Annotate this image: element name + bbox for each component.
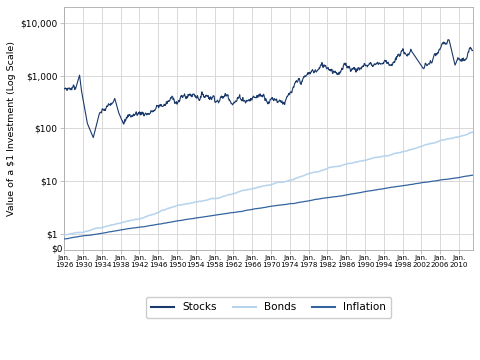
Text: $0: $0 xyxy=(51,245,62,254)
Legend: Stocks, Bonds, Inflation: Stocks, Bonds, Inflation xyxy=(146,297,391,318)
Y-axis label: Value of a $1 Investment (Log Scale): Value of a $1 Investment (Log Scale) xyxy=(7,41,16,216)
